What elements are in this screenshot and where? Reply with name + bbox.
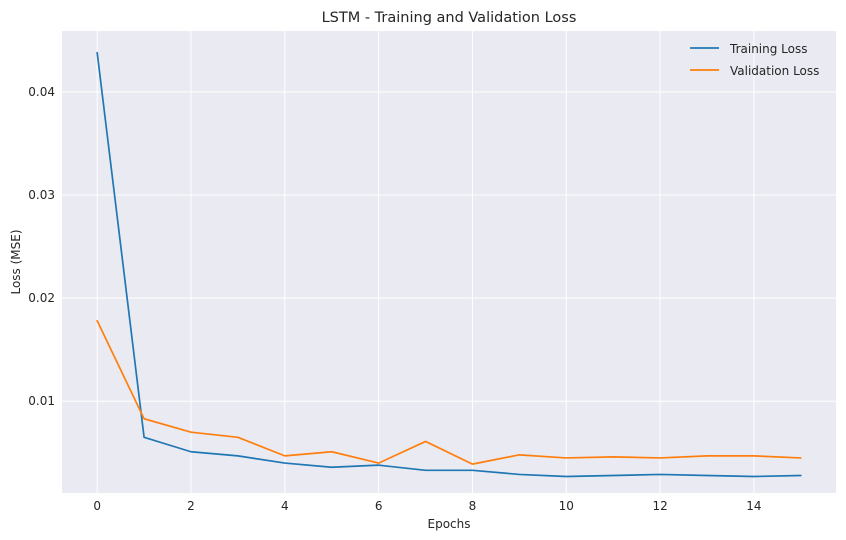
plot-background — [62, 31, 836, 493]
legend-label-training-loss: Training Loss — [729, 42, 807, 56]
x-tick-label: 14 — [746, 499, 761, 513]
x-tick-label: 6 — [375, 499, 383, 513]
series-lines — [96, 51, 802, 478]
chart-title: LSTM - Training and Validation Loss — [322, 10, 577, 26]
x-tick-label: 10 — [559, 499, 574, 513]
legend: Training Loss Validation Loss — [690, 42, 819, 78]
series-line-validation-loss — [96, 319, 802, 465]
axis-ticks: 0 2 4 6 8 10 12 14 0.01 0.02 0.03 0.04 — [28, 85, 761, 513]
legend-label-validation-loss: Validation Loss — [730, 64, 819, 78]
y-tick-label: 0.03 — [28, 188, 55, 202]
x-tick-label: 0 — [93, 499, 101, 513]
x-tick-label: 8 — [469, 499, 477, 513]
x-tick-label: 12 — [652, 499, 667, 513]
y-axis-label: Loss (MSE) — [9, 229, 23, 294]
y-tick-label: 0.01 — [28, 394, 55, 408]
x-tick-label: 4 — [281, 499, 289, 513]
x-axis-label: Epochs — [428, 517, 471, 531]
y-tick-label: 0.04 — [28, 85, 55, 99]
x-tick-label: 2 — [187, 499, 195, 513]
y-tick-label: 0.02 — [28, 291, 55, 305]
series-line-training-loss — [96, 51, 802, 478]
grid-lines — [62, 31, 836, 493]
